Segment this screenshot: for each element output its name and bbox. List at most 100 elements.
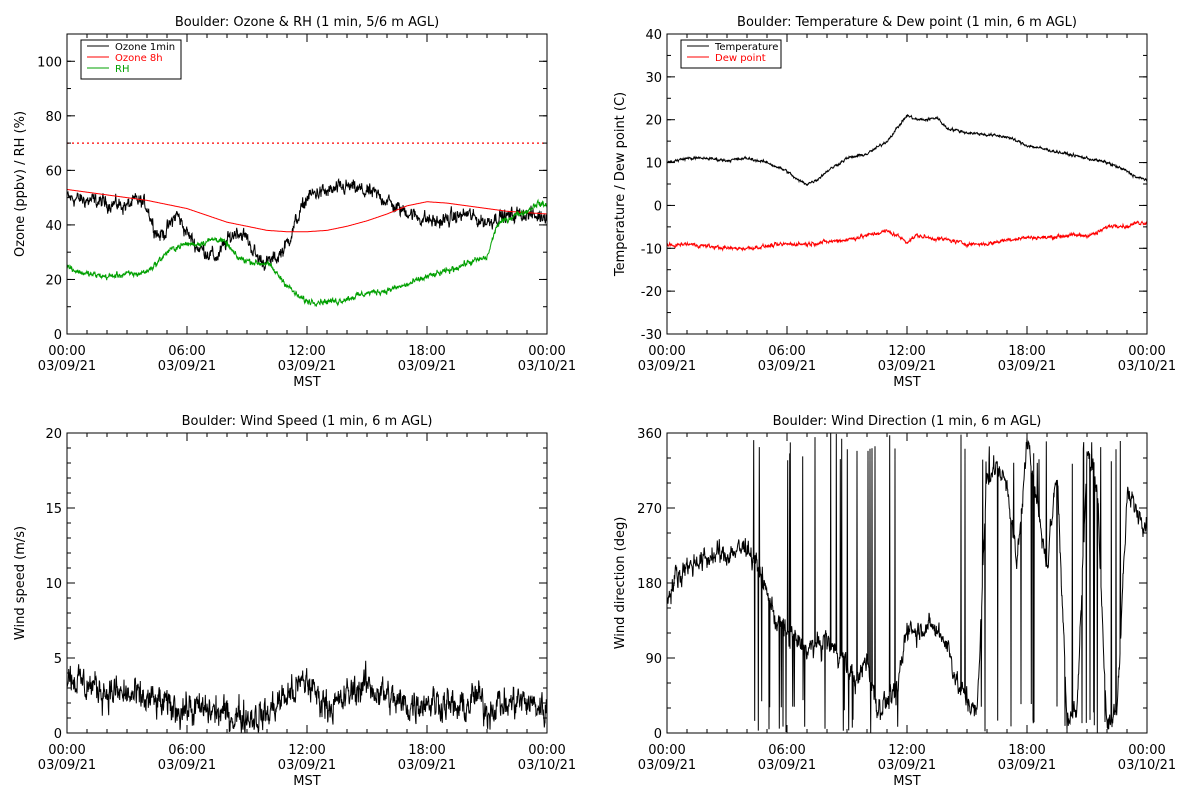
y-tick-label: -30 [641, 328, 662, 343]
legend-label: RH [115, 64, 129, 75]
series-group [667, 113, 1147, 252]
legend-label: Ozone 8h [115, 53, 163, 64]
chart-panel-3: Boulder: Wind Speed (1 min, 6 m AGL) Wind… [13, 414, 576, 789]
x-tick-time: 18:00 [408, 344, 445, 359]
y-tick-label: 20 [45, 427, 62, 442]
series-group [67, 177, 547, 307]
y-tick-label: 40 [645, 28, 662, 43]
series-group [67, 660, 547, 733]
plot-frame [666, 33, 1148, 335]
chart-panel-1: Boulder: Ozone & RH (1 min, 5/6 m AGL) Oz… [13, 15, 576, 390]
y-tick-label: 0 [654, 727, 662, 742]
x-tick-time: 00:00 [648, 743, 685, 758]
y-tick-label: 15 [45, 502, 62, 517]
x-tick-time: 12:00 [288, 344, 325, 359]
x-tick-date: 03/09/21 [878, 359, 936, 374]
y-tick-label: 0 [654, 199, 662, 214]
x-tick-time: 00:00 [48, 344, 85, 359]
x-tick-date: 03/09/21 [38, 758, 96, 773]
x-tick-date: 03/09/21 [758, 758, 816, 773]
chart-title: Boulder: Wind Direction (1 min, 6 m AGL) [773, 414, 1042, 429]
y-tick-label: 80 [45, 110, 62, 125]
x-tick-date: 03/09/21 [398, 758, 456, 773]
series-line-2 [67, 189, 547, 233]
x-tick-time: 00:00 [1128, 344, 1165, 359]
x-axis-label: MST [293, 774, 320, 789]
y-tick-label: 100 [37, 55, 62, 70]
series-line-2 [667, 220, 1147, 252]
y-tick-label: -20 [641, 285, 662, 300]
y-tick-label: 90 [645, 652, 662, 667]
series-line-1 [67, 177, 547, 271]
y-axis-label: Wind speed (m/s) [13, 526, 28, 640]
x-tick-date: 03/10/21 [518, 758, 576, 773]
y-tick-label: 0 [54, 727, 62, 742]
y-tick-label: 270 [637, 502, 662, 517]
y-tick-label: 60 [45, 164, 62, 179]
y-tick-label: -10 [641, 242, 662, 257]
y-tick-label: 5 [54, 652, 62, 667]
chart-panel-2: Boulder: Temperature & Dew point (1 min,… [613, 15, 1176, 390]
y-tick-label: 360 [637, 427, 662, 442]
x-tick-date: 03/09/21 [878, 758, 936, 773]
x-tick-time: 06:00 [768, 344, 805, 359]
x-tick-date: 03/09/21 [638, 359, 696, 374]
x-tick-time: 00:00 [648, 344, 685, 359]
chart-title: Boulder: Wind Speed (1 min, 6 m AGL) [182, 414, 433, 429]
x-tick-time: 06:00 [768, 743, 805, 758]
y-tick-label: 10 [45, 577, 62, 592]
x-tick-time: 00:00 [48, 743, 85, 758]
chart-title: Boulder: Temperature & Dew point (1 min,… [737, 15, 1077, 30]
y-tick-label: 20 [645, 114, 662, 129]
x-tick-date: 03/09/21 [278, 359, 336, 374]
x-axis-label: MST [293, 375, 320, 390]
x-tick-time: 18:00 [1008, 743, 1045, 758]
y-axis-label: Temperature / Dew point (C) [613, 92, 628, 277]
y-tick-label: 10 [645, 157, 662, 172]
x-tick-time: 18:00 [1008, 344, 1045, 359]
y-tick-label: 0 [54, 328, 62, 343]
x-axis-label: MST [893, 375, 920, 390]
y-tick-label: 30 [645, 71, 662, 86]
x-tick-date: 03/09/21 [158, 359, 216, 374]
x-tick-date: 03/10/21 [518, 359, 576, 374]
series-line-1 [667, 433, 1147, 733]
chart-panel-4: Boulder: Wind Direction (1 min, 6 m AGL)… [613, 414, 1176, 789]
series-line-3 [67, 198, 547, 307]
legend-label: Ozone 1min [115, 42, 175, 53]
x-tick-date: 03/10/21 [1118, 758, 1176, 773]
x-tick-time: 18:00 [408, 743, 445, 758]
plot-frame [666, 432, 1148, 734]
x-tick-date: 03/09/21 [398, 359, 456, 374]
y-tick-label: 20 [45, 273, 62, 288]
y-tick-label: 180 [637, 577, 662, 592]
x-tick-time: 12:00 [288, 743, 325, 758]
x-tick-time: 12:00 [888, 344, 925, 359]
x-tick-time: 12:00 [888, 743, 925, 758]
y-tick-label: 40 [45, 219, 62, 234]
x-tick-time: 06:00 [168, 743, 205, 758]
x-tick-time: 00:00 [1128, 743, 1165, 758]
y-axis-label: Ozone (ppbv) / RH (%) [13, 111, 28, 257]
x-tick-date: 03/09/21 [998, 359, 1056, 374]
x-tick-time: 06:00 [168, 344, 205, 359]
x-tick-time: 00:00 [528, 743, 565, 758]
legend-label: Temperature [714, 42, 778, 53]
x-tick-date: 03/09/21 [158, 758, 216, 773]
x-tick-time: 00:00 [528, 344, 565, 359]
x-tick-date: 03/09/21 [638, 758, 696, 773]
x-tick-date: 03/09/21 [998, 758, 1056, 773]
x-axis-label: MST [893, 774, 920, 789]
x-tick-date: 03/10/21 [1118, 359, 1176, 374]
legend-label: Dew point [715, 53, 766, 64]
y-axis-label: Wind direction (deg) [613, 517, 628, 650]
series-line-1 [667, 113, 1147, 187]
x-tick-date: 03/09/21 [38, 359, 96, 374]
series-line-1 [67, 660, 547, 733]
chart-title: Boulder: Ozone & RH (1 min, 5/6 m AGL) [175, 15, 439, 30]
series-group [667, 433, 1147, 733]
x-tick-date: 03/09/21 [278, 758, 336, 773]
x-tick-date: 03/09/21 [758, 359, 816, 374]
legend-box [680, 39, 782, 69]
